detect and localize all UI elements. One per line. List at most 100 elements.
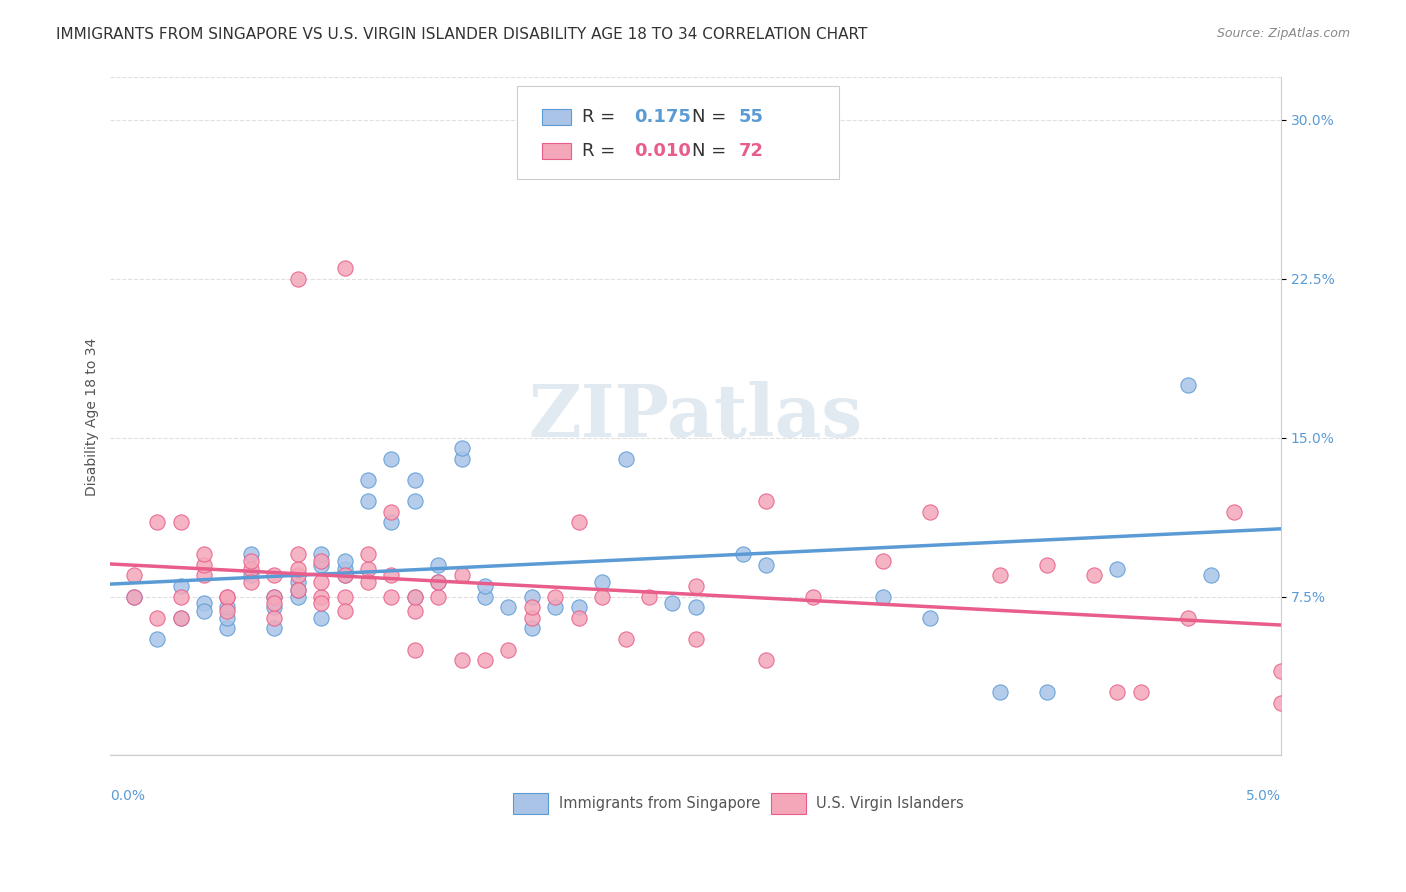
Point [474,590,496,604]
Point [287,547,309,561]
Point [427,574,450,589]
Point [169,590,191,604]
Text: 5.0%: 5.0% [1246,789,1281,804]
Point [404,604,426,618]
Text: R =: R = [582,108,621,126]
Point [309,553,332,567]
Point [544,590,567,604]
Point [122,590,145,604]
Point [169,516,191,530]
Point [239,547,262,561]
Point [404,590,426,604]
Point [217,604,239,618]
Point [309,558,332,572]
Point [309,596,332,610]
Point [333,604,356,618]
Point [568,600,591,615]
Text: R =: R = [582,142,621,160]
Point [263,600,285,615]
Text: N =: N = [692,108,733,126]
Point [380,516,402,530]
Text: 72: 72 [740,142,763,160]
Point [474,653,496,667]
Point [122,568,145,582]
Point [239,562,262,576]
Point [333,590,356,604]
Point [474,579,496,593]
Point [872,553,894,567]
Point [146,632,169,646]
Point [1129,685,1152,699]
Point [1270,696,1292,710]
Point [520,590,543,604]
Point [450,442,472,456]
Point [1177,377,1199,392]
Point [287,583,309,598]
Point [1199,568,1222,582]
Text: 0.175: 0.175 [634,108,690,126]
Point [263,590,285,604]
Point [755,653,778,667]
Point [918,505,941,519]
Point [146,516,169,530]
Text: ZIPatlas: ZIPatlas [529,381,863,452]
Point [988,685,1011,699]
Point [427,574,450,589]
Point [357,562,380,576]
Point [217,590,239,604]
Point [638,590,661,604]
Text: 0.010: 0.010 [634,142,690,160]
Y-axis label: Disability Age 18 to 34: Disability Age 18 to 34 [86,337,100,496]
Point [239,553,262,567]
Point [193,604,215,618]
Point [357,574,380,589]
Point [404,473,426,487]
Point [1223,505,1246,519]
Point [193,558,215,572]
Point [146,611,169,625]
Point [380,451,402,466]
Point [309,611,332,625]
Point [333,553,356,567]
Point [520,600,543,615]
FancyBboxPatch shape [513,794,548,814]
Point [755,494,778,508]
Point [333,261,356,276]
Point [1107,562,1129,576]
Point [169,611,191,625]
Point [591,574,613,589]
Point [568,516,591,530]
Point [357,547,380,561]
Point [568,611,591,625]
Point [450,568,472,582]
Text: Source: ZipAtlas.com: Source: ZipAtlas.com [1216,27,1350,40]
Point [287,568,309,582]
Point [661,596,683,610]
Point [520,621,543,635]
Point [263,621,285,635]
Point [498,642,520,657]
Point [287,562,309,576]
Point [287,590,309,604]
Point [1270,664,1292,678]
Point [263,596,285,610]
Text: Immigrants from Singapore: Immigrants from Singapore [558,797,761,811]
FancyBboxPatch shape [770,794,806,814]
Point [685,579,707,593]
Point [263,568,285,582]
Point [755,558,778,572]
Point [1036,685,1059,699]
Point [1083,568,1105,582]
Point [404,494,426,508]
Point [287,583,309,598]
Point [193,596,215,610]
Point [380,590,402,604]
Point [988,568,1011,582]
Point [1036,558,1059,572]
Point [193,568,215,582]
Point [801,590,824,604]
Point [427,590,450,604]
Point [380,505,402,519]
Point [357,473,380,487]
Point [731,547,754,561]
